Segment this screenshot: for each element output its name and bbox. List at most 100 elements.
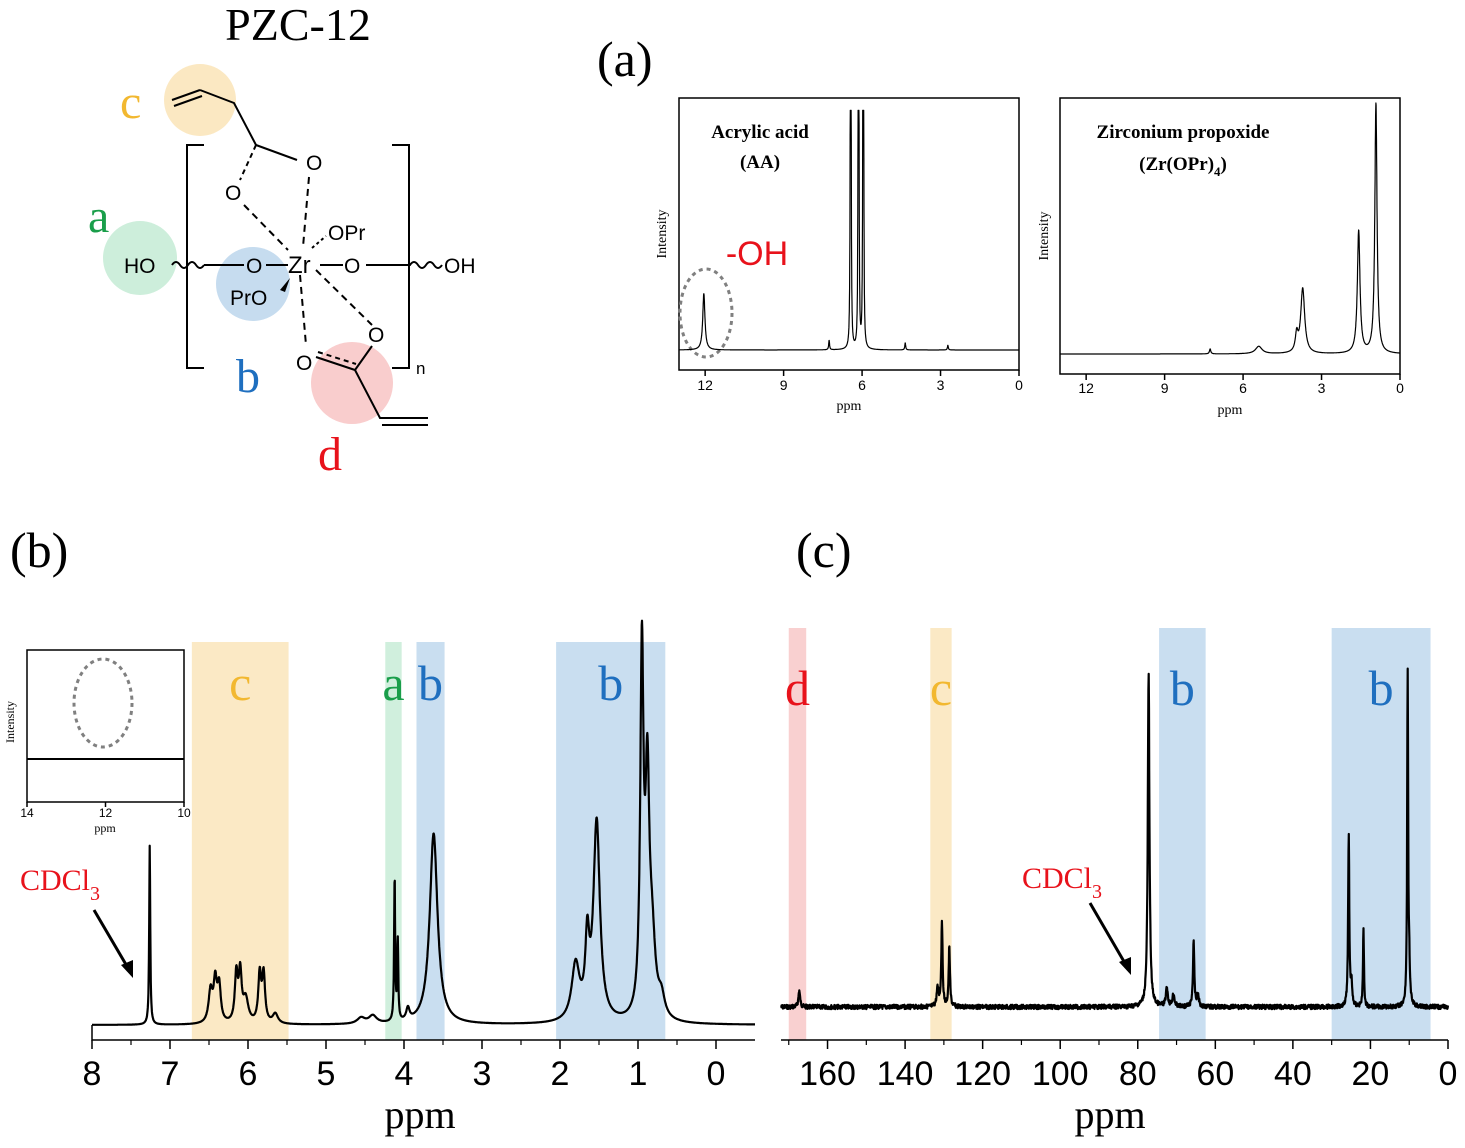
atom-pro: PrO [230, 287, 267, 310]
tick-label-4: 4 [395, 1055, 414, 1093]
cdcl3-label-1h-sub: 3 [90, 883, 100, 905]
band-b-3 [556, 642, 666, 1040]
chart-aa-subtitle: (AA) [740, 152, 780, 173]
tick-label-80: 80 [1119, 1055, 1157, 1093]
chart-zirconium-propoxide: Zirconium propoxide (Zr(OPr)4) Intensity… [1037, 97, 1404, 418]
tick-label-6: 6 [858, 377, 866, 393]
tick-label-0: 0 [1015, 377, 1023, 393]
chart-aa-title: Acrylic acid [711, 122, 809, 143]
atom-o-left: O [246, 255, 262, 278]
inset-frame [26, 649, 185, 803]
tick-label-0: 0 [707, 1055, 726, 1093]
spectrum-line-zirconium-propoxide [1059, 102, 1401, 355]
chart-aa-xlabel: ppm [837, 399, 862, 414]
spectrum-line-pzc12-1h [91, 619, 756, 1026]
band-label-c-0: c [229, 655, 251, 711]
chain-left [171, 261, 244, 269]
tick-label-14: 14 [20, 806, 34, 820]
band-b-2 [1159, 628, 1206, 1040]
chart-acrylic-acid: Acrylic acid (AA) -OH Intensity ppm 12 9 6… [655, 97, 1023, 414]
chart-zr-subtitle-main: (Zr(OPr) [1139, 154, 1214, 175]
chart-zr-subtitle-end: ) [1221, 154, 1227, 175]
oh-annotation: -OH [726, 235, 788, 273]
tick-label-3: 3 [473, 1055, 492, 1093]
repeat-n: n [416, 359, 425, 378]
chart-zr-ylabel: Intensity [1037, 212, 1052, 261]
band-label-c-1: c [930, 660, 952, 716]
label-d: d [318, 428, 342, 481]
carbonyl-c-double [255, 144, 298, 161]
tick-label-60: 60 [1196, 1055, 1234, 1093]
spectrum-line-acrylic-acid [678, 109, 1020, 351]
inset-xlabel: ppm [94, 821, 116, 835]
atom-o-bottom-right: O [368, 324, 384, 347]
tick-label-12: 12 [99, 806, 113, 820]
panel-label-c: (c) [796, 522, 852, 578]
structure-diagram: PZC-12 O O HO O Zr O OH OPr PrO O O [88, 0, 476, 481]
chart-pzc12-1h-inset: Intensity ppm 14 12 10 [3, 649, 191, 835]
carboxylate-d-dash [317, 351, 357, 365]
tick-label-8: 8 [83, 1055, 102, 1093]
tick-label-6: 6 [1239, 380, 1247, 396]
acrylate-c-bonds [171, 89, 257, 146]
atom-o-top-right: O [306, 152, 322, 175]
carboxylate-c-dash [239, 144, 257, 181]
tick-label-6: 6 [239, 1055, 258, 1093]
highlight-circle-d [311, 342, 393, 424]
tick-label-9: 9 [1161, 380, 1169, 396]
tick-label-3: 3 [1318, 380, 1326, 396]
tick-label-9: 9 [780, 377, 788, 393]
cdcl3-label-1h-main: CDCl [20, 864, 90, 897]
band-d-0 [788, 628, 807, 1040]
cdcl3-arrow-13c [1088, 902, 1131, 975]
chart-h-xlabel: ppm [384, 1092, 455, 1137]
tick-label-0: 0 [1396, 380, 1404, 396]
cdcl3-arrow-1h [92, 909, 133, 978]
tick-label-20: 20 [1352, 1055, 1390, 1093]
tick-label-140: 140 [877, 1055, 934, 1093]
band-label-a-1: a [382, 655, 404, 711]
cdcl3-label-13c: CDCl3 [1022, 862, 1102, 903]
band-label-b-2: b [1170, 660, 1195, 716]
tick-label-7: 7 [161, 1055, 180, 1093]
figure-title: PZC-12 [225, 0, 371, 50]
tick-label-10: 10 [177, 806, 191, 820]
band-label-b-3: b [1369, 660, 1394, 716]
band-label-b-2: b [418, 655, 443, 711]
chart-pzc12-13c: d c b b ppm CDCl3 160 140 120 100 80 60 40 20 0 [780, 628, 1457, 1137]
chart-zr-subtitle-sub: 4 [1214, 164, 1221, 179]
acrylate-d-bonds [315, 345, 428, 426]
label-a: a [88, 190, 109, 243]
atom-o-bottom-left: O [296, 352, 312, 375]
tick-label-160: 160 [799, 1055, 856, 1093]
chart-aa-frame [678, 97, 1020, 371]
band-b-2 [416, 642, 445, 1040]
band-label-d-0: d [785, 660, 810, 716]
inset-dashed-ellipse [72, 657, 134, 749]
label-b: b [236, 350, 260, 403]
atom-zr: Zr [288, 252, 311, 279]
tick-label-100: 100 [1032, 1055, 1089, 1093]
opr-bond [311, 235, 327, 249]
tick-label-40: 40 [1274, 1055, 1312, 1093]
cdcl3-label-1h: CDCl3 [20, 864, 100, 905]
label-c: c [120, 76, 141, 129]
highlight-circle-a [103, 221, 177, 295]
tick-label-2: 2 [551, 1055, 570, 1093]
inset-ylabel: Intensity [3, 701, 17, 743]
tick-label-12: 12 [697, 377, 713, 393]
chain-right [366, 261, 443, 269]
band-c-1 [930, 628, 952, 1040]
tick-label-120: 120 [954, 1055, 1011, 1093]
cdcl3-label-13c-main: CDCl [1022, 862, 1092, 895]
right-bracket [392, 144, 410, 369]
chart-c-xlabel: ppm [1074, 1092, 1145, 1137]
panel-label-b: (b) [10, 522, 68, 578]
atom-oh: OH [444, 255, 476, 278]
chart-aa-ylabel: Intensity [655, 210, 670, 259]
atom-o-top-left: O [225, 182, 241, 205]
oh-dashed-ellipse [678, 267, 734, 359]
panel-label-a: (a) [597, 31, 653, 87]
